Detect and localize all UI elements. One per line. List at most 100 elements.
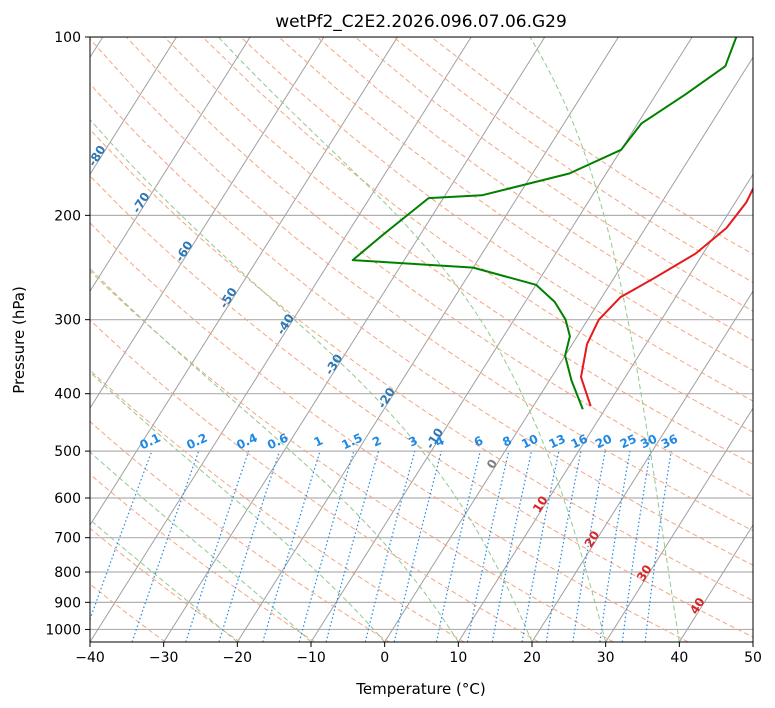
moist-adiabat-lines	[90, 37, 680, 642]
isotherm-label: -90	[39, 99, 62, 125]
y-tick-label: 800	[54, 565, 81, 581]
isotherm-line	[90, 37, 251, 293]
mixing-ratio-label: 30	[638, 432, 659, 452]
dry-adiabat-line	[354, 37, 753, 312]
mixing-ratio-line	[435, 450, 481, 642]
isotherm-line	[531, 290, 753, 642]
x-tick-label: 30	[597, 650, 615, 666]
dewpoint-profile-line	[351, 37, 738, 410]
x-tick-label: 40	[670, 650, 688, 666]
warm-isotherm-label: 40	[687, 595, 708, 617]
moist-adiabat-line	[529, 37, 680, 642]
x-tick-label: 20	[523, 650, 541, 666]
isotherm-line	[605, 407, 753, 642]
isotherm-line	[678, 524, 753, 642]
dry-adiabat-line	[125, 37, 753, 498]
isotherm-line	[90, 37, 325, 410]
dry-adiabat-lines	[90, 37, 753, 642]
x-tick-label: −40	[75, 650, 105, 666]
moist-adiabat-line	[90, 267, 459, 642]
x-tick-label: −10	[296, 650, 326, 666]
x-tick-label: 50	[744, 650, 762, 666]
y-tick-label: 700	[54, 531, 81, 547]
mixing-ratio-label: 16	[569, 432, 590, 452]
y-tick-label: 300	[54, 313, 81, 329]
mixing-ratio-label: 20	[593, 432, 614, 452]
isotherm-line	[90, 37, 398, 527]
mixing-ratio-label: 0.4	[234, 431, 259, 453]
isotherm-line	[752, 641, 753, 642]
y-axis-ticks: 1000 900 800 700 600 500 400 300 200 100	[45, 30, 90, 638]
isotherm-line	[310, 37, 693, 642]
mixing-ratio-line	[545, 450, 582, 642]
dry-adiabat-line	[90, 222, 689, 642]
isotherm-label: -20	[375, 385, 398, 411]
mixing-ratio-line	[644, 451, 672, 642]
y-axis-label: Pressure (hPa)	[10, 286, 28, 394]
warm-isotherm-label: 20	[582, 528, 603, 550]
moist-adiabat-line	[218, 37, 607, 642]
freezing-isotherm-label: 0	[484, 457, 500, 472]
isotherm-label: -70	[129, 190, 152, 216]
plot-frame	[89, 36, 754, 643]
moist-adiabat-line	[90, 518, 238, 642]
y-tick-label: 200	[54, 208, 81, 224]
mixing-ratio-line	[364, 450, 416, 642]
mixing-ratio-label: 0.6	[265, 431, 290, 453]
y-tick-label: 600	[54, 491, 81, 507]
mixing-ratio-line	[521, 450, 560, 642]
moist-adiabat-line	[90, 371, 386, 642]
y-tick-label: 500	[54, 444, 81, 460]
dry-adiabat-line	[90, 527, 241, 642]
mixing-ratio-label: 10	[519, 432, 540, 452]
profile-series	[351, 37, 753, 410]
dry-adiabat-line	[240, 37, 753, 402]
dry-adiabat-line	[164, 37, 753, 465]
x-tick-label: 0	[380, 650, 389, 666]
isotherm-line	[163, 37, 546, 642]
mixing-ratio-line	[466, 450, 510, 642]
x-axis-ticks: −40 −30 −20 −10 0 10 20 30 40 50	[75, 642, 762, 666]
mixing-ratio-line	[131, 450, 200, 642]
y-tick-label: 400	[54, 387, 81, 403]
pressure-gridlines	[90, 37, 753, 631]
isotherm-label: -60	[172, 238, 195, 264]
mixing-ratio-line	[262, 450, 321, 642]
mixing-ratio-line	[298, 450, 355, 642]
mixing-ratio-label: 36	[659, 432, 680, 452]
mixing-ratio-label: 3	[406, 433, 419, 449]
dry-adiabat-line	[90, 82, 753, 566]
warm-isotherm-label: 10	[530, 493, 551, 515]
isotherm-line	[457, 173, 753, 642]
isotherm-line	[236, 37, 619, 642]
mixing-ratio-label: 8	[500, 433, 513, 449]
dry-adiabat-line	[430, 37, 753, 255]
mixing-ratio-line	[218, 450, 281, 642]
mixing-ratio-label: 6	[472, 433, 485, 449]
isotherm-label: -40	[274, 311, 297, 337]
isotherm-label: -100	[0, 43, 24, 76]
x-tick-label: 10	[449, 650, 467, 666]
mixing-ratio-label: 25	[618, 432, 639, 452]
y-tick-label: 900	[54, 595, 81, 611]
plot-area: -100-90-80-70-60-50-40-30-20-100.1 0.2 0.4…	[0, 37, 753, 642]
dry-adiabat-line	[90, 319, 540, 642]
isotherm-line	[90, 37, 177, 176]
mixing-ratio-label: 13	[547, 432, 568, 452]
x-tick-label: −20	[223, 650, 253, 666]
isotherm-line	[90, 37, 472, 642]
mixing-ratio-label: 2	[370, 433, 383, 449]
dry-adiabat-line	[90, 175, 753, 638]
dry-adiabat-line	[316, 37, 753, 341]
x-tick-label: −30	[149, 650, 179, 666]
isotherm-label: -50	[217, 285, 240, 311]
dry-adiabat-line	[90, 128, 753, 602]
moist-adiabat-line	[90, 451, 312, 642]
mixing-ratio-line	[621, 451, 651, 642]
mixing-ratio-line	[393, 450, 442, 642]
x-axis-label: Temperature (°C)	[355, 680, 485, 698]
mixing-ratio-label: 1	[312, 433, 325, 449]
moist-adiabat-line	[90, 118, 533, 642]
mixing-ratio-line	[185, 450, 250, 642]
warm-isotherm-label: 30	[634, 562, 655, 584]
